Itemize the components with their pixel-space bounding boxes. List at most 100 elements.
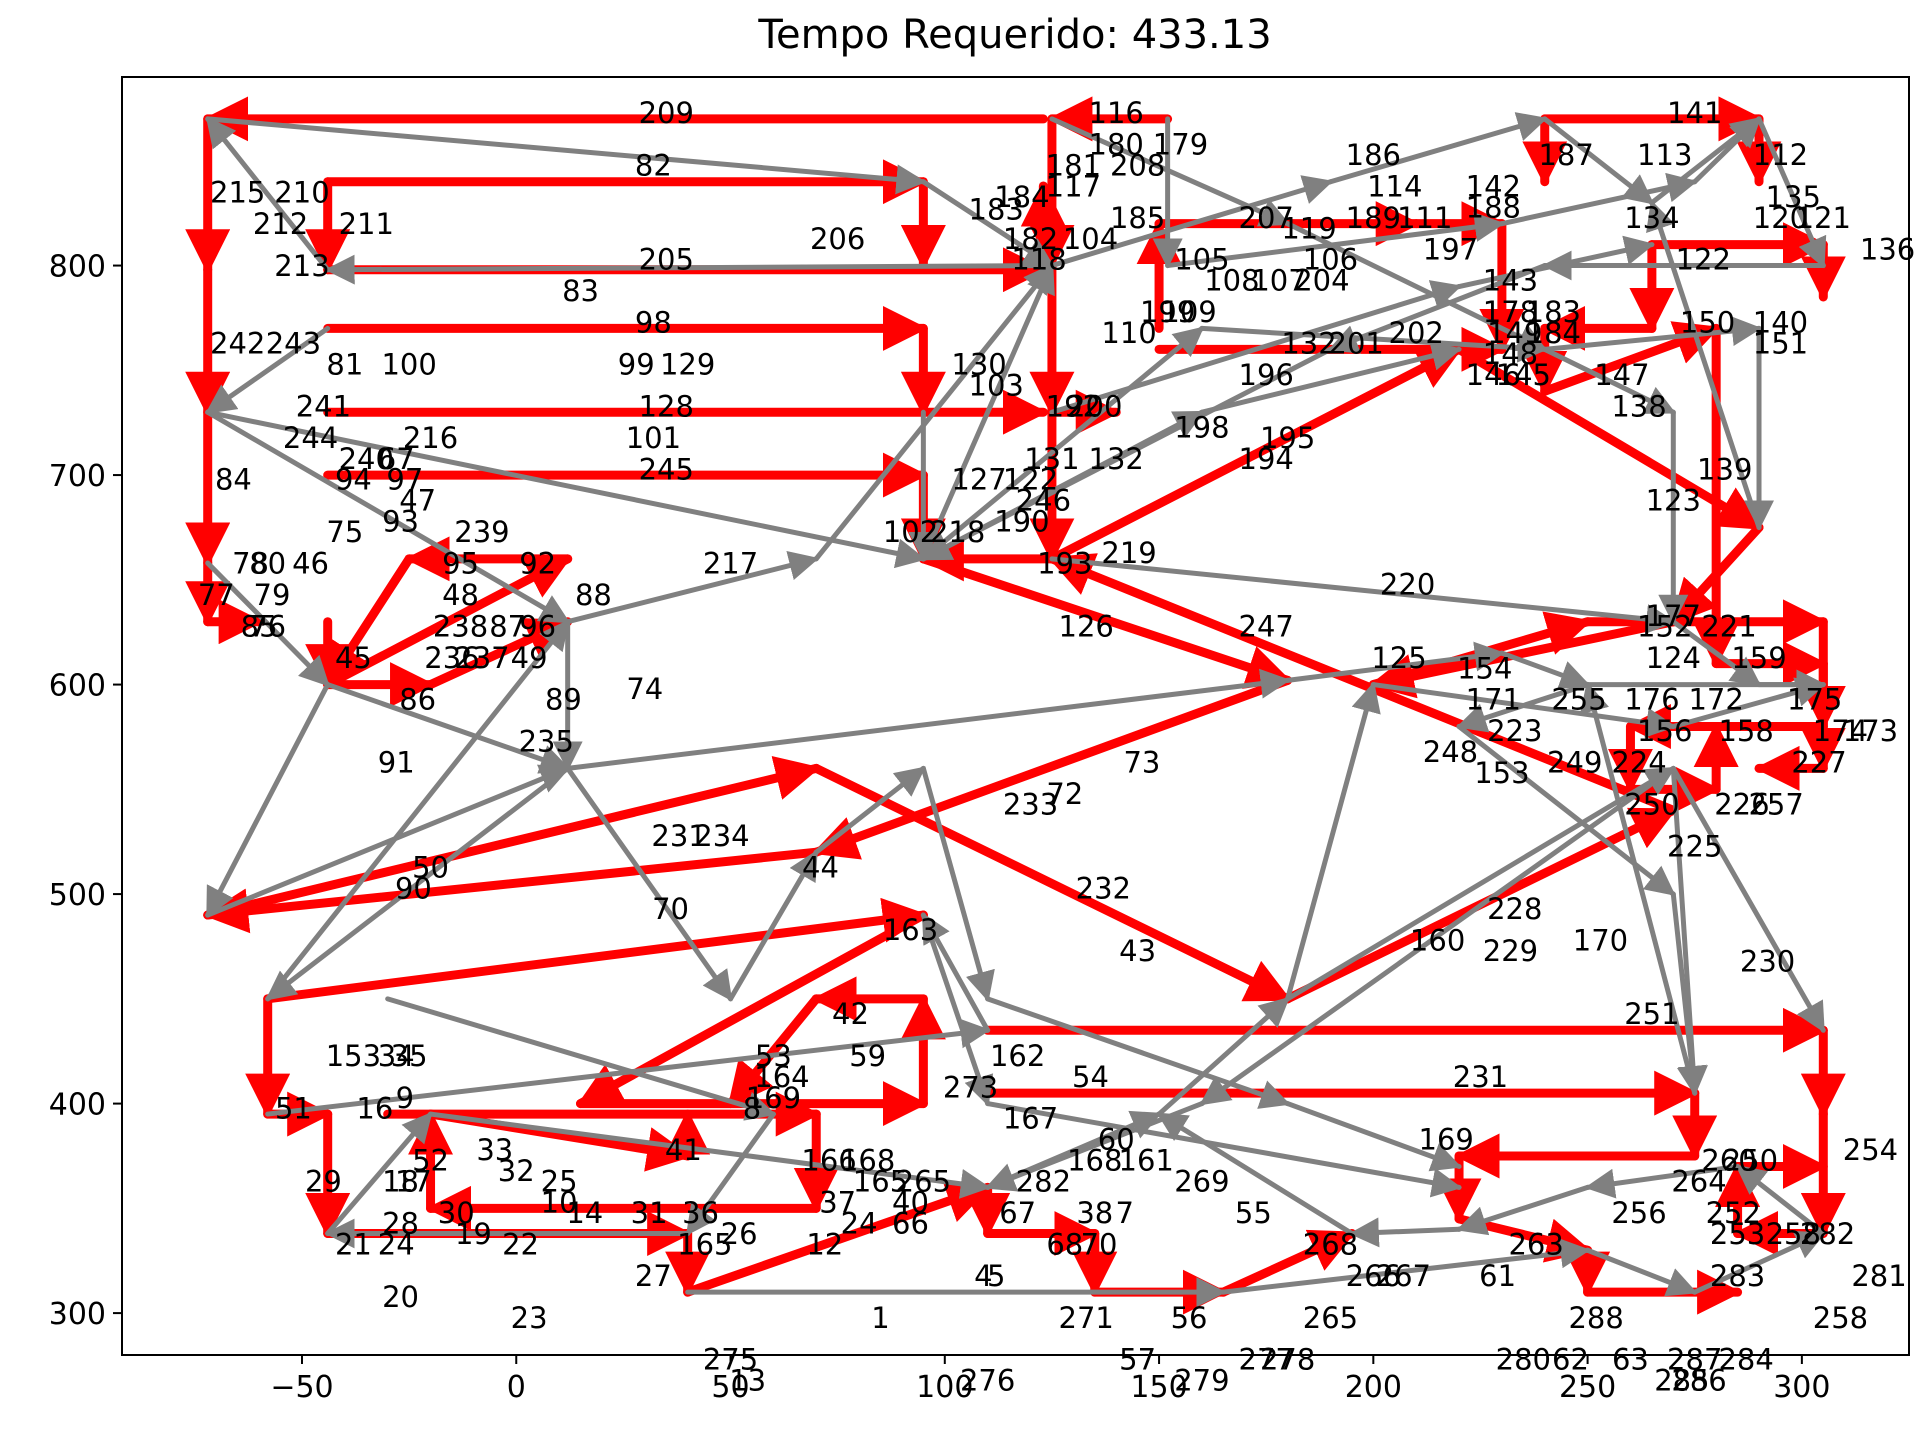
route-segment: [1456, 235, 1655, 290]
route-segment: [1049, 556, 1677, 634]
node-label: 178: [1483, 295, 1538, 329]
node-label: 206: [810, 222, 865, 256]
node-label: 89: [545, 683, 582, 717]
route-segment: [813, 263, 1055, 562]
node-label: 138: [1611, 389, 1666, 423]
route-segment: [1156, 1111, 1355, 1236]
node-label: 171: [1466, 683, 1521, 717]
route-segment: [1542, 116, 1655, 206]
node-label: 110: [1101, 316, 1156, 350]
node-label: 268: [1303, 1227, 1358, 1261]
node-label: 50: [412, 850, 449, 884]
node-label: 60: [1098, 1123, 1135, 1157]
node-label: 265: [1303, 1301, 1358, 1335]
route-segment: [205, 409, 571, 625]
node-label: 106: [1303, 243, 1358, 277]
route-segment: [1456, 1184, 1591, 1236]
node-label: 221: [1701, 609, 1756, 643]
node-label: 182: [1003, 222, 1058, 256]
node-label: 13: [729, 1364, 766, 1398]
node-label: 217: [703, 547, 758, 581]
node-label: 257: [1748, 787, 1803, 821]
node-label: 59: [849, 1039, 886, 1073]
node-label: 52: [412, 1144, 449, 1178]
route-series-1: [205, 112, 1827, 1308]
node-label: 122: [1676, 243, 1731, 277]
node-label: 120: [1753, 201, 1808, 235]
node-label: 269: [1174, 1165, 1229, 1199]
route-segment: [428, 1111, 991, 1199]
route-segment: [920, 179, 1055, 269]
route-segment: [1499, 172, 1698, 227]
route-segment: [203, 847, 821, 934]
node-label: 174: [1813, 714, 1868, 748]
node-label: 168: [840, 1144, 895, 1178]
node-label: 160: [1410, 924, 1465, 958]
route-segment: [1049, 175, 1334, 269]
route-segment: [1670, 891, 1707, 1097]
node-label: 67: [999, 1196, 1036, 1230]
node-label: 30: [438, 1196, 475, 1230]
node-label: 232: [1076, 871, 1131, 905]
node-label: 150: [1680, 306, 1735, 340]
node-label: 85: [241, 609, 278, 643]
node-label: 250: [1624, 787, 1679, 821]
node-label: 231: [1453, 1060, 1508, 1094]
node-label: 200: [1067, 389, 1122, 423]
route-segment: [1456, 723, 1676, 897]
y-tick-label: 500: [49, 878, 106, 913]
node-label: 18: [382, 1165, 419, 1199]
node-label: 36: [682, 1196, 719, 1230]
node-label: 156: [1637, 714, 1692, 748]
node-label: 88: [575, 578, 612, 612]
node-label: 136: [1860, 232, 1915, 266]
node-label: 229: [1483, 934, 1538, 968]
route-segment: [1735, 1163, 1826, 1236]
node-label: 258: [1766, 1217, 1821, 1251]
node-label: 96: [519, 609, 556, 643]
node-label: 260: [1701, 1144, 1756, 1178]
node-label: 180: [1089, 128, 1144, 162]
route-segment: [205, 764, 571, 918]
x-tick-label: 0: [507, 1370, 526, 1405]
node-label: 82: [635, 148, 672, 182]
node-label: 173: [1843, 714, 1898, 748]
node-label: 77: [198, 578, 235, 612]
route-segment: [324, 254, 1055, 285]
node-label: 237: [454, 641, 509, 675]
node-label: 220: [1380, 567, 1435, 601]
node-label: 68: [1046, 1227, 1083, 1261]
node-label: 198: [1174, 410, 1229, 444]
node-label: 162: [990, 1039, 1045, 1073]
node-label: 228: [1487, 892, 1542, 926]
node-label: 239: [454, 515, 509, 549]
route-segment: [1156, 996, 1291, 1117]
route-segment: [1670, 619, 1762, 688]
node-label: 223: [1487, 714, 1542, 748]
node-label: 121: [1796, 201, 1851, 235]
node-label: 186: [1346, 138, 1401, 172]
node-label: 249: [1547, 746, 1602, 780]
node-label: 24: [841, 1206, 878, 1240]
node-label: 215: [210, 176, 265, 210]
x-tick-label: 250: [1559, 1370, 1616, 1405]
node-label: 35: [391, 1039, 428, 1073]
node-label: 279: [1174, 1364, 1229, 1398]
node-label: 128: [639, 389, 694, 423]
route-segment: [205, 409, 927, 569]
node-label: 216: [403, 421, 458, 455]
node-label: 188: [1466, 190, 1521, 224]
route-segment: [920, 765, 995, 1002]
route-segment: [205, 682, 331, 918]
node-label: 102: [883, 515, 938, 549]
chart-title: Tempo Requerido: 433.13: [757, 12, 1271, 58]
route-segment: [683, 1179, 993, 1297]
node-label: 252: [1706, 1196, 1761, 1230]
node-label: 32: [498, 1154, 535, 1188]
node-label: 142: [1466, 169, 1521, 203]
node-label: 129: [660, 348, 715, 382]
node-label: 159: [1731, 641, 1786, 675]
route-segment: [1348, 1217, 1462, 1248]
node-label: 95: [442, 547, 479, 581]
